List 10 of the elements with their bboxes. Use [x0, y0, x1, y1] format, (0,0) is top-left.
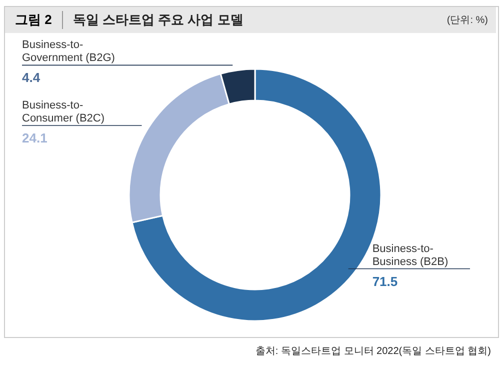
data-label: 4.4: [22, 70, 41, 86]
text: (단위: %): [446, 14, 488, 27]
slice-label: Business-to- Government (B2G): [22, 39, 115, 64]
slice-label: Business-to- Business (B2B): [372, 242, 448, 268]
slice-label: Business-to- Consumer (B2C): [22, 100, 105, 125]
data-label: 71.5: [372, 274, 398, 289]
chart-title: 독일 스타트업 주요 사업 모델: [72, 11, 244, 29]
data-label: 24.1: [22, 130, 48, 146]
source-note: 출처: 독일스타트업 모니터 2022(독일 스타트업 협회): [255, 345, 491, 358]
caption: 그림 2: [5, 11, 63, 29]
